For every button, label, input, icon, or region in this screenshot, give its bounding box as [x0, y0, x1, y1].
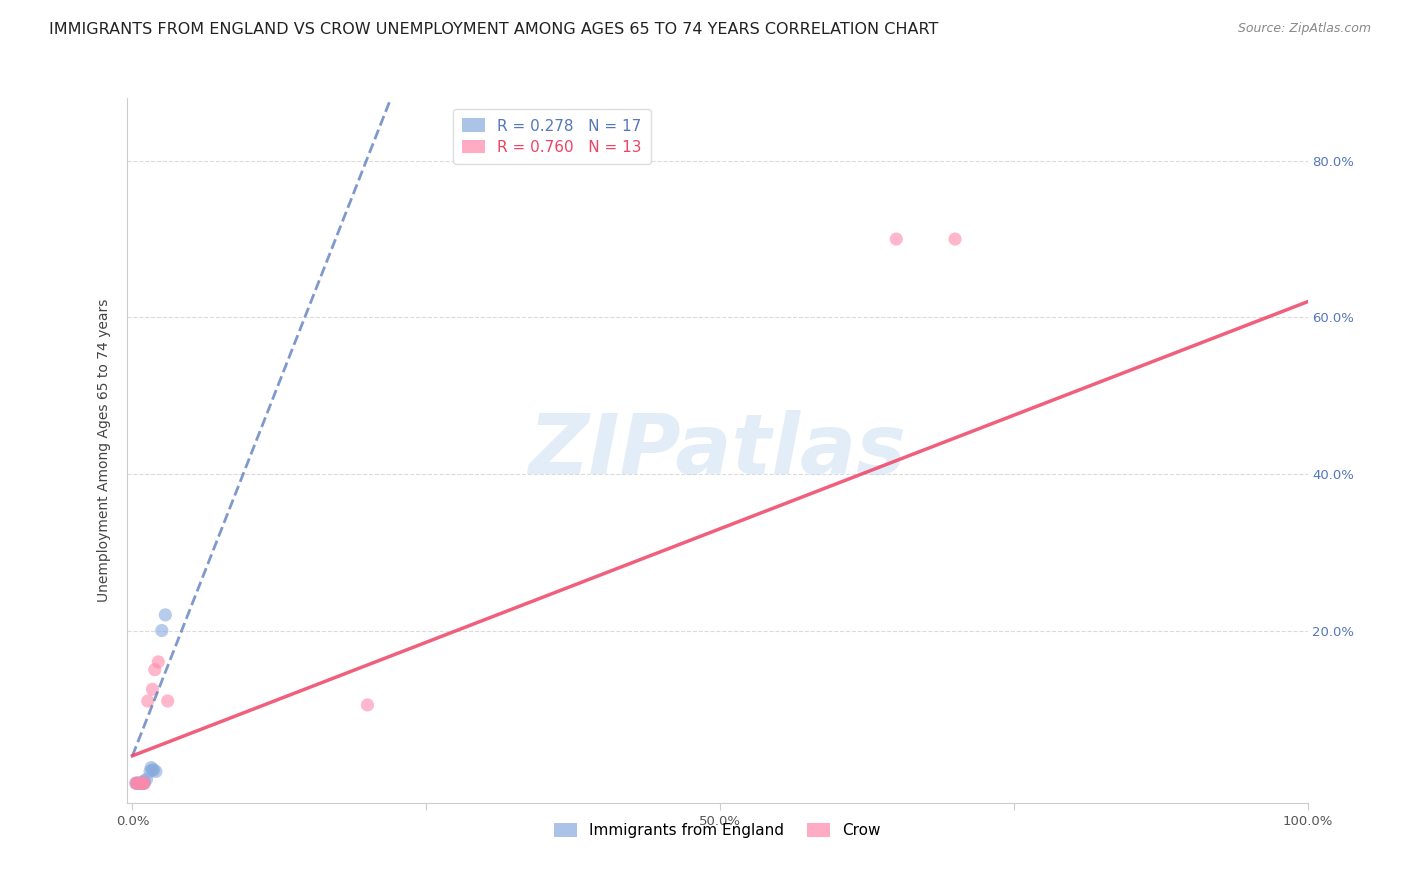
Text: Source: ZipAtlas.com: Source: ZipAtlas.com [1237, 22, 1371, 36]
Point [155, 607, 177, 622]
Point [148, 655, 170, 669]
Point [131, 776, 153, 790]
Point [142, 763, 165, 777]
Point [127, 776, 149, 790]
Point [134, 776, 156, 790]
Point [141, 763, 163, 777]
Y-axis label: Unemployment Among Ages 65 to 74 years: Unemployment Among Ages 65 to 74 years [97, 299, 111, 602]
Point [141, 760, 163, 774]
Text: IMMIGRANTS FROM ENGLAND VS CROW UNEMPLOYMENT AMONG AGES 65 TO 74 YEARS CORRELATI: IMMIGRANTS FROM ENGLAND VS CROW UNEMPLOY… [49, 22, 939, 37]
Point [132, 776, 155, 790]
Point [139, 764, 162, 779]
Point [156, 694, 179, 708]
Point [136, 694, 159, 708]
Point [141, 682, 163, 697]
Text: ZIPatlas: ZIPatlas [529, 410, 905, 491]
Point [125, 776, 148, 790]
Point [134, 773, 156, 788]
Point [150, 624, 173, 638]
Point [125, 776, 148, 790]
Point [132, 776, 155, 790]
Point [884, 232, 907, 246]
Point [127, 776, 149, 790]
Point [128, 776, 150, 790]
Point [145, 764, 167, 779]
Legend: Immigrants from England, Crow: Immigrants from England, Crow [547, 817, 887, 845]
Point [129, 776, 152, 790]
Point [356, 698, 378, 712]
Point [143, 663, 166, 677]
Point [127, 776, 149, 790]
Point [943, 232, 966, 246]
Point [135, 772, 157, 787]
Point [134, 776, 156, 790]
Point [129, 776, 152, 790]
